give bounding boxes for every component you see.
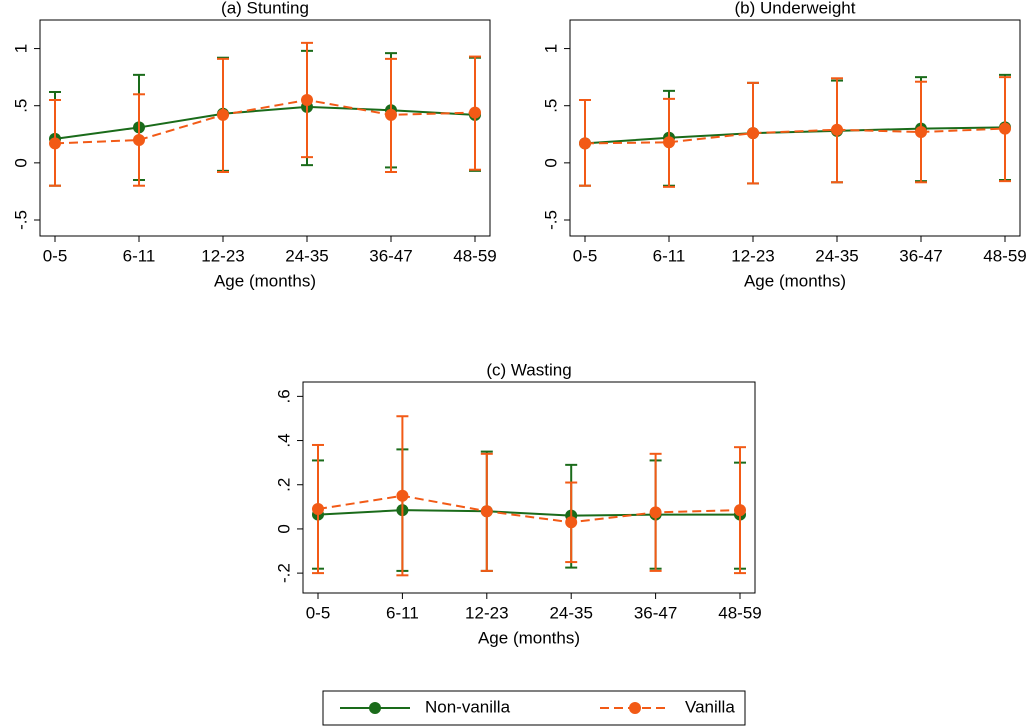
x-tick-label: 36-47 xyxy=(899,246,942,265)
x-tick-label: 48-59 xyxy=(983,246,1026,265)
data-point xyxy=(579,137,591,150)
y-tick-label: -.5 xyxy=(11,210,30,230)
x-axis-title: Age (months) xyxy=(744,271,846,290)
plot-frame xyxy=(302,381,756,594)
series-line xyxy=(584,126,1006,145)
chart-title: (a) Stunting xyxy=(221,0,309,17)
data-point xyxy=(385,108,397,121)
x-tick-label: 36-47 xyxy=(634,603,677,622)
x-tick-label: 24-35 xyxy=(549,603,592,622)
series-line xyxy=(317,494,741,524)
x-axis-title: Age (months) xyxy=(214,271,316,290)
data-point xyxy=(747,127,759,140)
x-tick-label: 12-23 xyxy=(465,603,508,622)
series-line xyxy=(317,509,740,517)
data-point xyxy=(301,94,313,106)
y-tick-label: 0 xyxy=(541,158,560,167)
x-tick-label: 12-23 xyxy=(201,246,244,265)
legend-marker xyxy=(629,702,641,714)
y-tick-label: .5 xyxy=(541,99,560,113)
y-tick-label: -.5 xyxy=(541,210,560,230)
x-tick-label: 48-59 xyxy=(718,603,761,622)
data-point xyxy=(915,126,927,138)
data-point xyxy=(649,506,662,519)
x-tick-label: 0-5 xyxy=(306,603,331,622)
data-point xyxy=(480,505,493,518)
data-point xyxy=(734,504,746,517)
y-tick-label: .6 xyxy=(274,389,293,403)
x-tick-label: 6-11 xyxy=(123,246,156,265)
legend-label: Vanilla xyxy=(685,697,735,716)
series-line xyxy=(54,98,476,145)
data-point xyxy=(312,503,324,516)
data-point xyxy=(999,122,1011,135)
plot-frame xyxy=(39,19,491,237)
y-tick-label: 1 xyxy=(541,44,560,53)
data-point xyxy=(133,134,145,146)
plot-frame xyxy=(569,19,1021,237)
x-tick-label: 0-5 xyxy=(43,246,68,265)
data-point xyxy=(663,136,675,149)
y-tick-label: .2 xyxy=(274,478,293,492)
y-tick-label: 0 xyxy=(11,158,30,167)
x-tick-label: 36-47 xyxy=(369,246,412,265)
data-point xyxy=(217,108,229,121)
y-tick-label: 0 xyxy=(274,524,293,533)
data-point xyxy=(49,137,61,150)
data-point xyxy=(831,123,843,136)
x-tick-label: 6-11 xyxy=(386,603,419,622)
x-tick-label: 12-23 xyxy=(731,246,774,265)
legend-label: Non-vanilla xyxy=(425,697,511,716)
x-tick-label: 0-5 xyxy=(573,246,598,265)
data-point xyxy=(469,106,481,119)
y-tick-label: .5 xyxy=(11,99,30,113)
data-point xyxy=(565,516,578,529)
y-tick-label: -.2 xyxy=(274,563,293,583)
x-tick-label: 24-35 xyxy=(285,246,328,265)
x-tick-label: 48-59 xyxy=(453,246,496,265)
x-axis-title: Age (months) xyxy=(478,628,580,647)
chart-title: (c) Wasting xyxy=(486,360,571,379)
series-line xyxy=(54,105,476,140)
data-point xyxy=(396,489,409,502)
chart-title: (b) Underweight xyxy=(735,0,856,17)
series-line xyxy=(584,127,1006,145)
y-tick-label: 1 xyxy=(11,44,30,53)
x-tick-label: 24-35 xyxy=(815,246,858,265)
legend-marker xyxy=(369,702,381,714)
x-tick-label: 6-11 xyxy=(653,246,686,265)
y-tick-label: .4 xyxy=(274,433,293,447)
